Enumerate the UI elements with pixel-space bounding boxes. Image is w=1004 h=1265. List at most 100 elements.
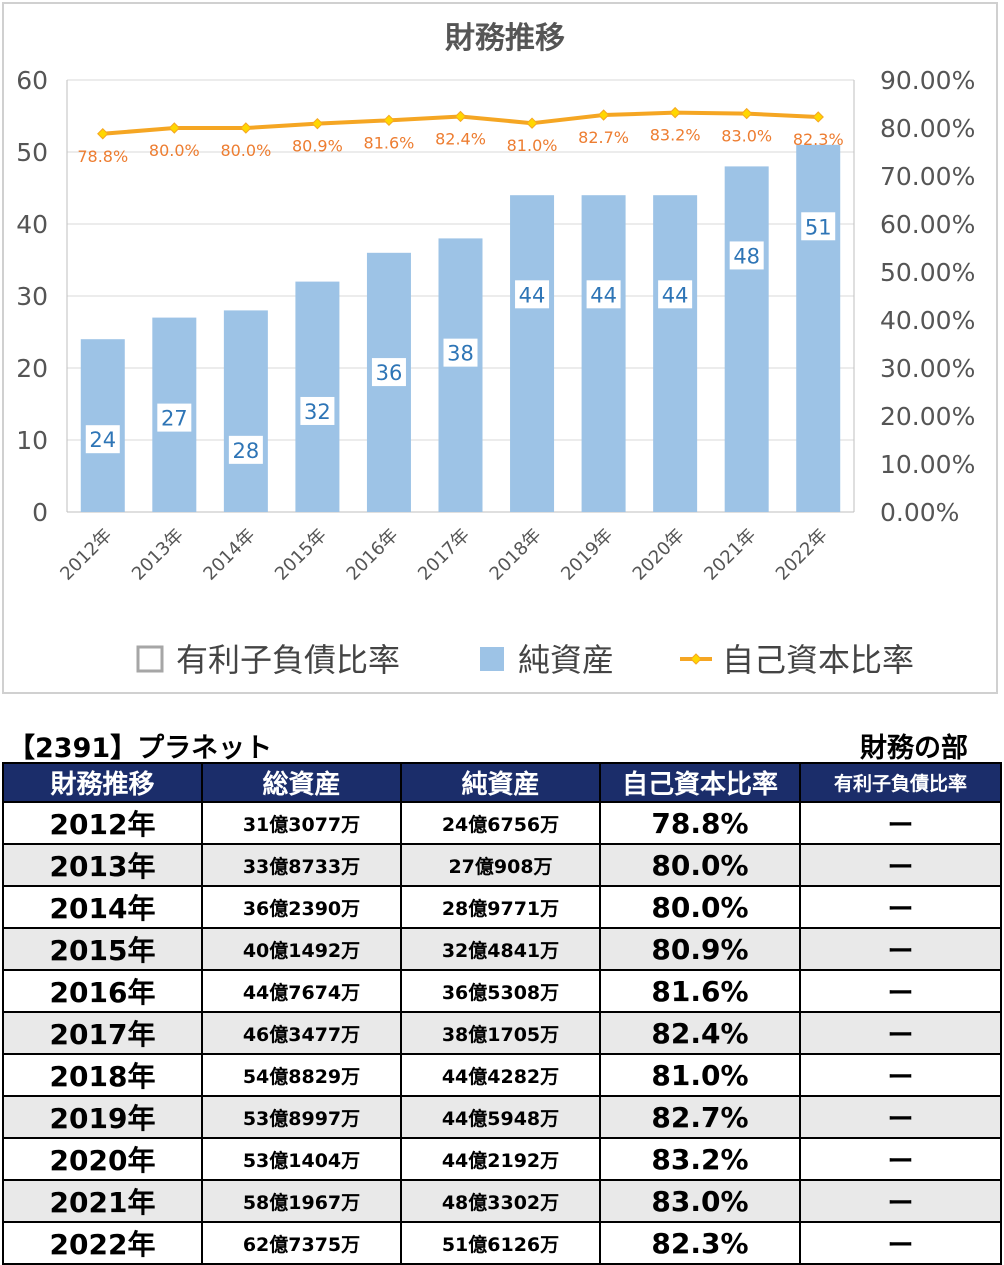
equity-ratio-label: 80.0% <box>149 141 200 160</box>
table-row: 2012年 31億3077万 24億6756万 78.8% ー <box>2 801 1002 845</box>
x-tick-label: 2022年 <box>772 525 832 585</box>
cell-debt-ratio: ー <box>799 885 1002 929</box>
equity-ratio-label: 81.0% <box>507 136 558 155</box>
x-tick-label: 2014年 <box>199 525 259 585</box>
bar-data-label-bg <box>586 280 621 309</box>
cell-debt-ratio: ー <box>799 843 1002 887</box>
cell-total-assets: 31億3077万 <box>201 801 402 845</box>
cell-total-assets: 53億8997万 <box>201 1095 402 1139</box>
x-tick-label: 2021年 <box>700 525 760 585</box>
y-left-tick-label: 30 <box>16 282 48 311</box>
legend-label-net-assets: 純資産 <box>518 641 614 679</box>
equity-ratio-point <box>597 109 610 121</box>
equity-ratio-point <box>454 110 467 123</box>
bar-data-label-bg <box>443 338 478 367</box>
ticker-title: 【2391】プラネット <box>8 733 273 764</box>
bar-data-label-bg <box>729 241 764 270</box>
cell-total-assets: 33億8733万 <box>201 843 402 887</box>
cell-net-assets: 36億5308万 <box>400 969 601 1013</box>
equity-ratio-label: 83.2% <box>650 126 701 145</box>
table-row: 2019年 53億8997万 44億5948万 82.7% ー <box>2 1095 1002 1139</box>
y-right-tick-label: 30.00% <box>880 354 975 383</box>
cell-debt-ratio: ー <box>799 1137 1002 1181</box>
equity-ratio-point <box>168 122 181 134</box>
table-row: 2013年 33億8733万 27億908万 80.0% ー <box>2 843 1002 887</box>
legend-swatch-net-assets <box>480 647 504 671</box>
y-left-tick-label: 10 <box>16 426 48 455</box>
y-right-tick-label: 0.00% <box>880 498 959 527</box>
bar-data-label: 38 <box>447 342 474 366</box>
cell-total-assets: 54億8829万 <box>201 1053 402 1097</box>
bar <box>510 195 555 512</box>
table-row: 2015年 40億1492万 32億4841万 80.9% ー <box>2 927 1002 971</box>
bar <box>581 195 626 512</box>
bar <box>653 195 698 512</box>
cell-net-assets: 28億9771万 <box>400 885 601 929</box>
y-left-tick-label: 40 <box>16 210 48 239</box>
legend-swatch-equity-marker <box>690 653 702 665</box>
x-tick-label: 2015年 <box>271 525 331 585</box>
cell-equity-ratio: 82.7% <box>599 1095 801 1139</box>
bar <box>796 144 841 513</box>
bar <box>223 310 268 512</box>
cell-debt-ratio: ー <box>799 1053 1002 1097</box>
cell-net-assets: 48億3302万 <box>400 1179 601 1223</box>
cell-year: 2015年 <box>2 927 203 971</box>
header-equity-ratio: 自己資本比率 <box>599 762 801 803</box>
equity-ratio-point <box>526 117 538 129</box>
table-row: 2020年 53億1404万 44億2192万 83.2% ー <box>2 1137 1002 1181</box>
finance-table: 財務推移 総資産 純資産 自己資本比率 有利子負債比率 2012年 31億3077… <box>2 762 1002 1265</box>
x-tick-label: 2012年 <box>56 525 116 585</box>
bar-data-label-bg <box>371 358 406 387</box>
equity-ratio-point <box>669 106 681 119</box>
header-year: 財務推移 <box>2 762 203 803</box>
equity-ratio-point <box>97 128 109 140</box>
cell-net-assets: 24億6756万 <box>400 801 601 845</box>
equity-ratio-label: 78.8% <box>77 147 128 166</box>
cell-equity-ratio: 83.0% <box>599 1179 801 1223</box>
equity-ratio-label: 82.3% <box>793 130 844 149</box>
cell-debt-ratio: ー <box>799 1221 1002 1265</box>
cell-equity-ratio: 80.9% <box>599 927 801 971</box>
bar-data-label-bg <box>228 435 263 464</box>
equity-ratio-label: 81.6% <box>364 133 415 152</box>
cell-equity-ratio: 80.0% <box>599 885 801 929</box>
header-net-assets: 純資産 <box>400 762 601 803</box>
bar-data-label: 44 <box>519 283 546 307</box>
table-row: 2022年 62億7375万 51億6126万 82.3% ー <box>2 1221 1002 1265</box>
cell-year: 2022年 <box>2 1221 203 1265</box>
y-right-tick-label: 70.00% <box>880 162 975 191</box>
bar-data-label: 36 <box>376 361 403 385</box>
finance-chart: 財務推移 0 10 20 30 40 50 60 0.00% 10.00% 20.00% 30.00%… <box>16 21 975 679</box>
bar-data-label: 51 <box>805 215 832 239</box>
cell-net-assets: 44億5948万 <box>400 1095 601 1139</box>
cell-equity-ratio: 80.0% <box>599 843 801 887</box>
y-left-tick-label: 50 <box>16 138 48 167</box>
bar-data-label: 28 <box>232 439 259 463</box>
bar-data-label: 27 <box>161 407 188 431</box>
bar-data-label-bg <box>157 403 192 432</box>
cell-total-assets: 62億7375万 <box>201 1221 402 1265</box>
table-row: 2018年 54億8829万 44億4282万 81.0% ー <box>2 1053 1002 1097</box>
y-right-tick-label: 10.00% <box>880 450 975 479</box>
legend-swatch-debt-ratio <box>136 645 164 673</box>
cell-year: 2016年 <box>2 969 203 1013</box>
cell-total-assets: 46億3477万 <box>201 1011 402 1055</box>
header-debt-ratio: 有利子負債比率 <box>799 762 1002 803</box>
bar-data-label: 24 <box>89 428 116 452</box>
bar-data-label-bg <box>515 280 550 309</box>
header-total-assets: 総資産 <box>201 762 402 803</box>
cell-debt-ratio: ー <box>799 1011 1002 1055</box>
chart-title: 財務推移 <box>445 21 565 56</box>
y-right-tick-label: 50.00% <box>880 258 975 287</box>
bar-data-label: 44 <box>590 283 617 307</box>
bar-data-label-bg <box>85 425 120 454</box>
x-tick-label: 2020年 <box>629 525 689 585</box>
cell-debt-ratio: ー <box>799 801 1002 845</box>
cell-year: 2018年 <box>2 1053 203 1097</box>
cell-year: 2014年 <box>2 885 203 929</box>
cell-equity-ratio: 83.2% <box>599 1137 801 1181</box>
table-row: 2021年 58億1967万 48億3302万 83.0% ー <box>2 1179 1002 1223</box>
cell-debt-ratio: ー <box>799 927 1002 971</box>
equity-ratio-point <box>311 117 324 130</box>
